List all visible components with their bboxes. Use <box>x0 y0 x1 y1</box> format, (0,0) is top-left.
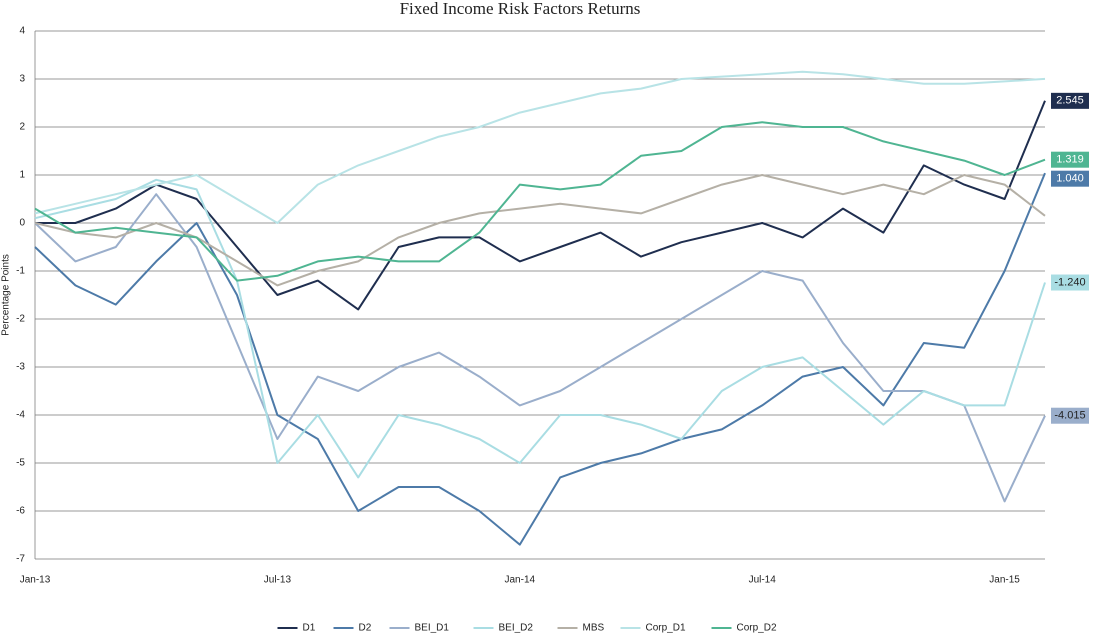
series-line <box>34 193 1046 503</box>
legend-label: BEI_D1 <box>415 623 450 634</box>
y-tick-label: 2 <box>19 122 25 133</box>
y-tick-label: 0 <box>19 218 25 229</box>
y-tick-label: -1 <box>16 266 25 277</box>
end-label: -1.240 <box>1054 276 1085 288</box>
end-label-box <box>1051 170 1089 187</box>
y-tick-label: 1 <box>19 170 25 181</box>
series-line <box>34 174 1046 287</box>
x-tick-label: Jan-14 <box>505 575 536 586</box>
x-tick-label: Jul-14 <box>749 575 777 586</box>
end-label-box <box>1051 92 1089 109</box>
legend-label: MBS <box>583 623 605 634</box>
x-tick-label: Jan-13 <box>20 575 51 586</box>
series-line <box>34 178 1046 479</box>
series-line <box>35 100 1046 311</box>
legend-label: D2 <box>359 623 372 634</box>
end-label-box <box>1051 274 1089 291</box>
legend-label: BEI_D2 <box>499 623 534 634</box>
y-tick-label: 4 <box>19 26 25 37</box>
x-tick-label: Jul-13 <box>264 575 292 586</box>
end-label: -4.015 <box>1054 410 1085 422</box>
end-label-box <box>1051 151 1089 168</box>
y-tick-label: -5 <box>16 458 25 469</box>
legend-label: D1 <box>303 623 316 634</box>
y-tick-label: -3 <box>16 362 25 373</box>
series-line <box>34 172 1046 546</box>
end-label: 1.040 <box>1056 173 1084 185</box>
series-line <box>34 70 1046 224</box>
y-tick-label: -6 <box>16 506 25 517</box>
y-axis-label: Percentage Points <box>1 254 12 336</box>
y-tick-label: -4 <box>16 410 25 421</box>
legend-label: Corp_D2 <box>737 623 777 634</box>
end-label: 1.319 <box>1056 154 1084 166</box>
end-label: 2.545 <box>1056 95 1084 107</box>
y-tick-label: -2 <box>16 314 25 325</box>
end-label-box <box>1051 407 1089 424</box>
series-line <box>34 121 1046 282</box>
chart-title: Fixed Income Risk Factors Returns <box>400 0 641 18</box>
legend-label: Corp_D1 <box>646 623 686 634</box>
y-tick-label: -7 <box>16 554 25 565</box>
x-tick-label: Jan-15 <box>989 575 1020 586</box>
y-tick-label: 3 <box>19 74 25 85</box>
